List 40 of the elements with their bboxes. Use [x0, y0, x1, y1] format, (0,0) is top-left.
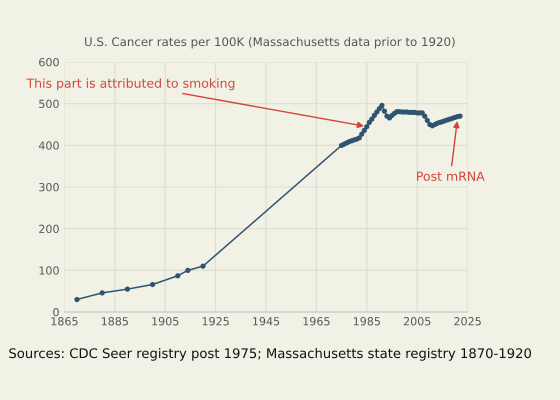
point [356, 135, 362, 140]
y-tick-label: 0 [53, 308, 59, 316]
y-tick-label: 600 [39, 58, 59, 66]
y-tick-label: 100 [40, 266, 59, 275]
point [422, 114, 428, 119]
point [185, 268, 191, 273]
point [124, 286, 130, 292]
point [74, 296, 80, 302]
x-tick-label: 2025 [454, 317, 481, 326]
y-tick-label: 400 [38, 141, 59, 150]
x-tick-label: 1885 [102, 317, 128, 326]
chart-title: U.S. Cancer rates per 100K (Massachusetts data prior to 1920) [85, 37, 455, 48]
x-tick-label: 2005 [404, 317, 430, 326]
point [424, 118, 430, 123]
annotation: This part is attributed to smoking [26, 78, 234, 90]
x-tick-label: 1925 [202, 317, 229, 326]
point [175, 273, 180, 278]
x-tick-label: 1905 [152, 317, 178, 326]
point [369, 116, 374, 122]
point [376, 106, 382, 112]
point [382, 108, 388, 114]
point [364, 124, 370, 130]
point [150, 282, 156, 288]
x-tick-label: 1985 [354, 317, 380, 326]
point [200, 264, 206, 269]
point [374, 109, 380, 115]
point [362, 128, 367, 133]
point [366, 120, 372, 126]
y-tick-label: 300 [39, 182, 59, 192]
x-tick-label: 1965 [303, 317, 330, 326]
x-tick-label: 1865 [51, 317, 78, 326]
point [379, 102, 385, 108]
point [359, 131, 364, 137]
annotation: Post mRNA [417, 172, 485, 181]
y-tick-label: 500 [39, 100, 59, 108]
source-note: Sources: CDC Seer registry post 1975; Massachusetts state registry 1870-1920 [9, 348, 532, 361]
point [100, 290, 105, 296]
point [372, 112, 377, 118]
x-tick-label: 1945 [253, 317, 280, 326]
y-tick-label: 200 [39, 224, 59, 234]
